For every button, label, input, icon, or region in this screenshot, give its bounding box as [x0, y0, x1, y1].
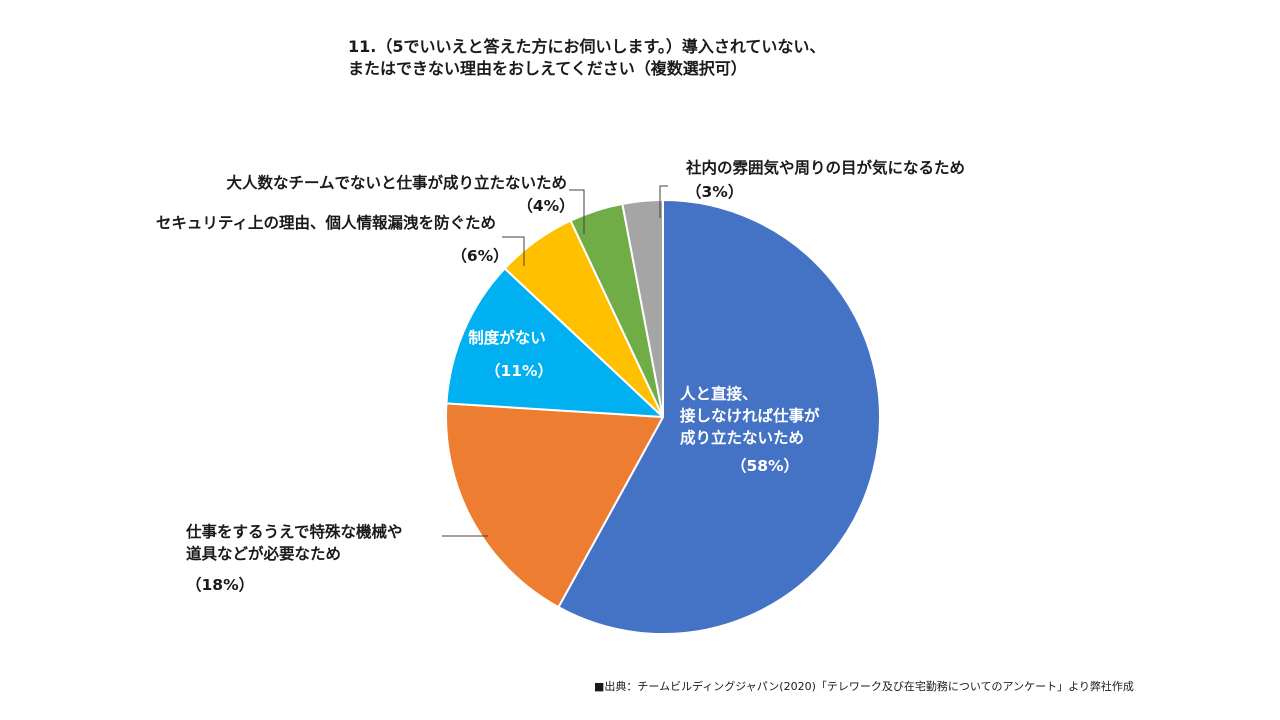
- slice-label-3: 制度がない: [468, 328, 546, 347]
- chart-title-line-1: 11.（5でいいえと答えた方にお伺いします。）導入されていない、: [348, 37, 826, 56]
- slice-pct-label-5: （4%）: [517, 197, 574, 215]
- pie-slice-6: [621, 199, 664, 418]
- pie-slices: [445, 199, 881, 635]
- slice-label-6-line-1: 社内の雰囲気や周りの目が気になるため: [685, 158, 965, 177]
- slice-label-2-line-1: 仕事をするうえで特殊な機械や: [185, 522, 403, 541]
- slice-label-1: 人と直接、接しなければ仕事が成り立たないため: [680, 384, 820, 447]
- slice-label-3-line-1: 制度がない: [468, 328, 546, 347]
- pie-slice-1: [557, 199, 881, 635]
- pie-slice-3: [445, 267, 664, 418]
- slice-label-5: 大人数なチームでないと仕事が成り立たないため: [226, 173, 567, 192]
- slice-label-2-line-2: 道具などが必要なため: [186, 544, 341, 563]
- slice-pct-label-2: （18%）: [186, 576, 254, 594]
- slice-label-1-line-3: 成り立たないため: [680, 428, 804, 447]
- slice-pct-label-3: （11%）: [485, 362, 553, 380]
- source-note: ■出典：チームビルディングジャパン(2020)「テレワーク及び在宅勤務についての…: [594, 680, 1134, 693]
- slice-label-5-line-1: 大人数なチームでないと仕事が成り立たないため: [226, 173, 567, 192]
- slice-label-2: 仕事をするうえで特殊な機械や道具などが必要なため: [185, 522, 403, 563]
- leader-line-5: [569, 189, 585, 234]
- pie-slice-2: [445, 402, 664, 609]
- chart-title-line-2: またはできない理由をおしえてください（複数選択可）: [348, 59, 747, 78]
- slice-label-1-line-1: 人と直接、: [680, 384, 758, 403]
- slice-label-6: 社内の雰囲気や周りの目が気になるため: [685, 158, 965, 177]
- chart-title: 11.（5でいいえと答えた方にお伺いします。）導入されていない、 またはできない…: [348, 36, 1048, 80]
- pie-labels: 人と直接、接しなければ仕事が成り立たないため （58%） 仕事をするうえで特殊な機械…: [156, 158, 965, 594]
- slice-pct-label-6: （3%）: [686, 183, 743, 201]
- slice-label-1-line-2: 接しなければ仕事が: [680, 406, 820, 425]
- slice-label-4: セキュリティ上の理由、個人情報漏洩を防ぐため: [156, 213, 496, 232]
- leader-line-6: [659, 185, 668, 218]
- leader-line-4: [502, 236, 525, 266]
- slice-label-4-line-1: セキュリティ上の理由、個人情報漏洩を防ぐため: [156, 213, 496, 232]
- slice-pct-label-1: （58%）: [731, 457, 799, 475]
- slice-pct-label-4: （6%）: [451, 247, 508, 265]
